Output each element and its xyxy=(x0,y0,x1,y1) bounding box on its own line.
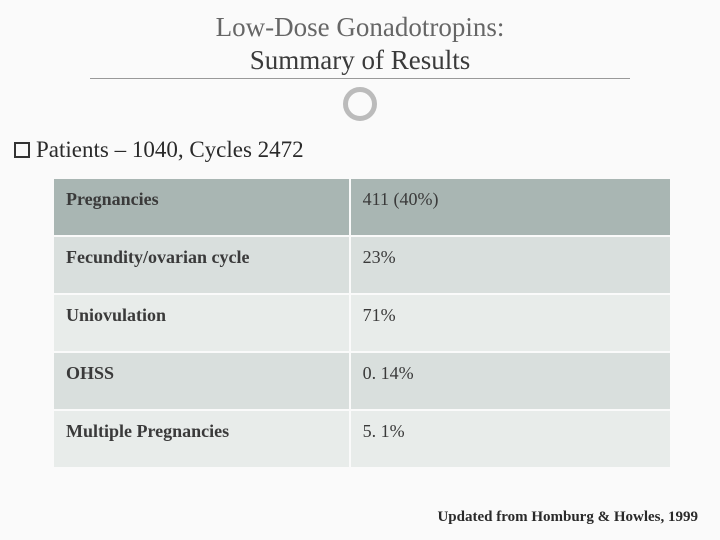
subtitle-text: Patients – 1040, Cycles 2472 xyxy=(36,137,304,163)
title-block: Low-Dose Gonadotropins: Summary of Resul… xyxy=(0,0,720,97)
table-row: Fecundity/ovarian cycle23% xyxy=(53,236,671,294)
results-table: Pregnancies411 (40%)Fecundity/ovarian cy… xyxy=(52,177,672,469)
table-cell-label: Multiple Pregnancies xyxy=(53,410,350,468)
table-cell-value: 23% xyxy=(350,236,671,294)
table-cell-value: 0. 14% xyxy=(350,352,671,410)
table-cell-value: 5. 1% xyxy=(350,410,671,468)
table-cell-label: Fecundity/ovarian cycle xyxy=(53,236,350,294)
slide: Low-Dose Gonadotropins: Summary of Resul… xyxy=(0,0,720,540)
bullet-square-icon xyxy=(14,142,30,158)
title-line1: Low-Dose Gonadotropins: xyxy=(0,12,720,43)
table-cell-label: Pregnancies xyxy=(53,178,350,236)
circle-decor-icon xyxy=(343,87,377,121)
table-cell-value: 411 (40%) xyxy=(350,178,671,236)
subtitle-row: Patients – 1040, Cycles 2472 xyxy=(14,137,720,163)
title-line2: Summary of Results xyxy=(90,45,631,79)
table-cell-label: Uniovulation xyxy=(53,294,350,352)
table-cell-label: OHSS xyxy=(53,352,350,410)
table-row: Pregnancies411 (40%) xyxy=(53,178,671,236)
citation: Updated from Homburg & Howles, 1999 xyxy=(437,509,698,526)
table-cell-value: 71% xyxy=(350,294,671,352)
table-row: Uniovulation71% xyxy=(53,294,671,352)
table-row: OHSS0. 14% xyxy=(53,352,671,410)
table-row: Multiple Pregnancies5. 1% xyxy=(53,410,671,468)
